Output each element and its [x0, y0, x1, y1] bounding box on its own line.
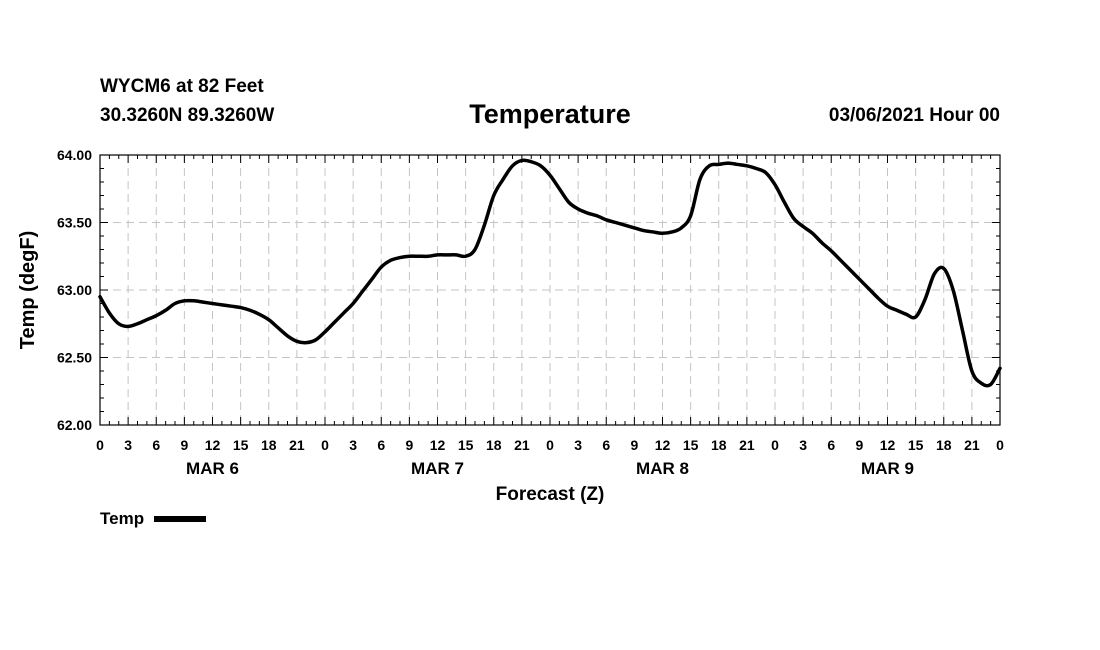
legend-swatch: [154, 516, 207, 522]
x-tick-label: 9: [180, 437, 188, 453]
x-tick-label: 21: [739, 437, 755, 453]
x-tick-label: 0: [771, 437, 779, 453]
axes: 0 3 6 9 12 15 18 21 0 3 6 9 12 15 18 21 0 3 6 9 12 15 18 21 0 3 6 9…: [57, 147, 1004, 478]
x-tick-label: 9: [630, 437, 638, 453]
y-tick-label: 62.00: [57, 417, 92, 433]
x-axis-label: Forecast (Z): [496, 484, 605, 505]
x-tick-label: 12: [430, 437, 446, 453]
x-tick-label: 18: [486, 437, 502, 453]
x-tick-label: 12: [655, 437, 671, 453]
y-axis-label: Temp (degF): [17, 231, 39, 350]
x-tick-label: 12: [880, 437, 896, 453]
station-label: WYCM6 at 82 Feet: [100, 76, 264, 97]
series-layer: [98, 158, 1002, 388]
y-tick-label: 63.00: [57, 282, 92, 298]
x-tick-label: 15: [908, 437, 924, 453]
y-tick-label: 64.00: [57, 147, 92, 163]
temp-series-line: [98, 158, 1002, 388]
x-tick-label: 12: [205, 437, 221, 453]
x-tick-label: 18: [261, 437, 277, 453]
x-tick-label: 0: [546, 437, 554, 453]
day-label: MAR 7: [411, 459, 464, 478]
x-tick-label: 6: [152, 437, 160, 453]
x-tick-label: 9: [855, 437, 863, 453]
x-tick-label: 6: [827, 437, 835, 453]
x-tick-label: 9: [405, 437, 413, 453]
coordinates-label: 30.3260N 89.3260W: [100, 105, 275, 126]
day-label: MAR 6: [186, 459, 239, 478]
legend: Temp: [100, 509, 207, 529]
x-tick-label: 18: [936, 437, 952, 453]
x-tick-label: 3: [574, 437, 582, 453]
y-tick-label: 62.50: [57, 350, 92, 366]
x-tick-label: 3: [124, 437, 132, 453]
x-tick-label: 3: [799, 437, 807, 453]
day-label: MAR 8: [636, 459, 689, 478]
x-tick-label: 6: [377, 437, 385, 453]
legend-label: Temp: [100, 509, 145, 528]
x-tick-label: 21: [514, 437, 530, 453]
x-tick-label: 0: [96, 437, 104, 453]
x-tick-label: 15: [458, 437, 474, 453]
plot-frame: [99, 154, 1001, 426]
x-tick-label: 0: [321, 437, 329, 453]
day-label: MAR 9: [861, 459, 914, 478]
grid-lines: [100, 155, 1000, 425]
x-tick-label: 6: [602, 437, 610, 453]
x-tick-label: 21: [964, 437, 980, 453]
x-tick-label: 3: [349, 437, 357, 453]
x-tick-label: 15: [233, 437, 249, 453]
y-tick-label: 63.50: [57, 215, 92, 231]
x-tick-label: 18: [711, 437, 727, 453]
forecast-run-time: 03/06/2021 Hour 00: [828, 105, 1000, 126]
chart-title: Temperature: [469, 99, 631, 129]
x-tick-label: 0: [996, 437, 1004, 453]
x-tick-label: 21: [289, 437, 305, 453]
x-tick-label: 15: [683, 437, 699, 453]
